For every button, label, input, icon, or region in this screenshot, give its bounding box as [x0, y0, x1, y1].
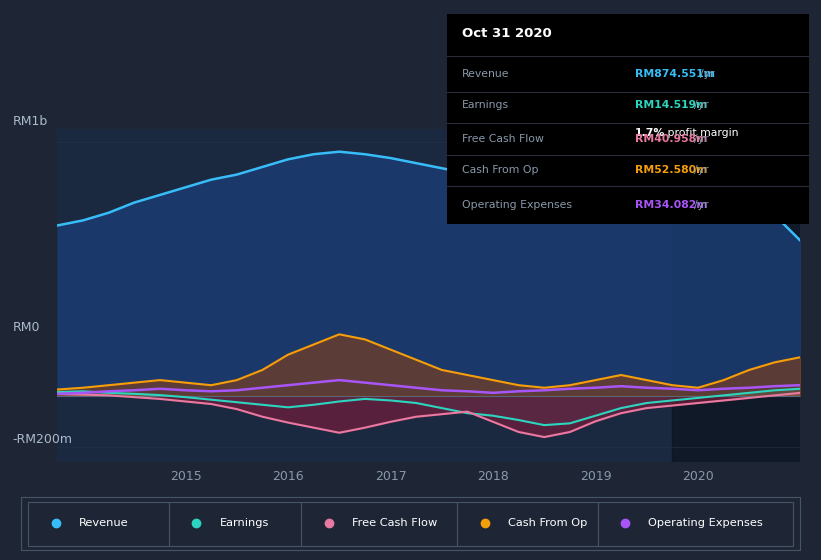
Text: Oct 31 2020: Oct 31 2020: [462, 27, 552, 40]
Text: Revenue: Revenue: [79, 519, 129, 528]
FancyBboxPatch shape: [169, 502, 301, 546]
Text: RM52.580m: RM52.580m: [635, 165, 708, 175]
Text: Operating Expenses: Operating Expenses: [462, 200, 572, 210]
Text: /yr: /yr: [695, 100, 709, 110]
Text: Free Cash Flow: Free Cash Flow: [352, 519, 438, 528]
Text: /yr: /yr: [695, 134, 709, 144]
Text: RM1b: RM1b: [12, 115, 48, 128]
Text: /yr: /yr: [695, 165, 709, 175]
Text: /yr: /yr: [700, 69, 715, 79]
Text: RM34.082m: RM34.082m: [635, 200, 708, 210]
Text: RM40.958m: RM40.958m: [635, 134, 708, 144]
Bar: [672, 129, 805, 462]
Text: -RM200m: -RM200m: [12, 433, 72, 446]
Text: RM874.551m: RM874.551m: [635, 69, 715, 79]
Text: 1.7%: 1.7%: [635, 128, 666, 138]
FancyBboxPatch shape: [598, 502, 793, 546]
Text: RM0: RM0: [12, 321, 39, 334]
FancyBboxPatch shape: [301, 502, 457, 546]
Text: RM14.519m: RM14.519m: [635, 100, 708, 110]
Text: Revenue: Revenue: [462, 69, 509, 79]
Text: profit margin: profit margin: [664, 128, 739, 138]
Text: Free Cash Flow: Free Cash Flow: [462, 134, 544, 144]
Text: /yr: /yr: [695, 200, 709, 210]
Text: Earnings: Earnings: [462, 100, 509, 110]
Text: Cash From Op: Cash From Op: [462, 165, 539, 175]
FancyBboxPatch shape: [29, 502, 169, 546]
Text: Earnings: Earnings: [219, 519, 268, 528]
Text: Cash From Op: Cash From Op: [508, 519, 587, 528]
Text: Operating Expenses: Operating Expenses: [649, 519, 764, 528]
FancyBboxPatch shape: [457, 502, 598, 546]
